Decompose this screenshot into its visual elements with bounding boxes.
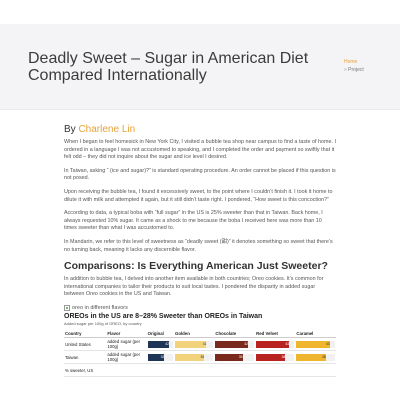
broken-image: oreo in different flavors [64, 305, 336, 312]
breadcrumb-current-label: Project [348, 67, 364, 73]
value-cell-golden: 38 [174, 350, 215, 365]
bar-red-velvet [256, 353, 286, 361]
value-cell-chocolate: 42 [214, 337, 256, 352]
author-link[interactable]: Charlene Lin [78, 124, 136, 135]
image-alt-text: oreo in different flavors [72, 304, 128, 311]
byline: By Charlene Lin [64, 124, 336, 136]
page-title: Deadly Sweet – Sugar in American Diet Co… [28, 50, 309, 84]
bar-chocolate [215, 353, 243, 361]
column-header-caramel: Caramel [295, 328, 336, 339]
data-label: 43 [285, 341, 290, 346]
data-label: 38 [200, 354, 205, 359]
breadcrumb-separator: » [344, 67, 347, 73]
bar-track: 42 [215, 340, 255, 348]
section-paragraph: In addition to bubble tea, I delved into… [64, 276, 324, 298]
chart-subtitle: Added sugar per 100g of OREO, by country [64, 320, 142, 326]
column-header-country: Country [64, 328, 107, 339]
data-label: 43 [325, 341, 330, 346]
bar-track: 43 [296, 340, 335, 348]
data-label: 38 [321, 354, 326, 359]
bar-caramel [296, 340, 330, 348]
column-header-chocolate: Chocolate [214, 328, 256, 339]
byline-prefix: By [64, 124, 76, 135]
bar-track: 38 [256, 353, 295, 361]
paragraph-1: When I began to feel homesick in New Yor… [64, 139, 336, 161]
bar-track: 43 [256, 340, 295, 348]
section-heading: Comparisons: Is Everything American Just… [64, 260, 328, 273]
data-label: 42 [244, 341, 248, 346]
flavor-cell: added sugar (per 100g) [106, 350, 147, 365]
breadcrumb: Home » Project [344, 58, 364, 74]
bar-track: 38 [296, 353, 335, 361]
paragraph-4: According to data, a typical boba with “… [64, 210, 323, 232]
paragraph-3: Upon receiving the bubble tea, I found i… [64, 188, 333, 203]
value-cell-red-velvet: 38 [255, 350, 296, 365]
data-label: 33 [160, 354, 165, 359]
flavor-cell: added sugar (per 100g) [106, 337, 147, 352]
table-row: % sweeter, US [64, 363, 336, 378]
chart-title: OREOs in the US are 8–28% Sweeter than O… [64, 312, 263, 320]
column-header-original: Original [146, 328, 175, 339]
value-cell-caramel [295, 363, 336, 378]
table-body: United States added sugar (per 100g) 42 41 4… [64, 337, 336, 378]
paragraph-5: In Mandarin, we refer to this level of s… [64, 238, 333, 253]
article-body: By Charlene Lin When I began to feel hom… [64, 124, 336, 378]
table-row: United States added sugar (per 100g) 42 41 4… [64, 337, 336, 352]
column-header-flavor: Flavor [106, 328, 147, 339]
data-label: 41 [202, 341, 207, 346]
value-cell-chocolate: 35 [214, 350, 256, 365]
site-header [0, 0, 400, 24]
bar-original [147, 353, 165, 361]
bar-track: 33 [147, 353, 174, 361]
value-cell-chocolate [214, 363, 256, 378]
flavor-cell [106, 363, 147, 378]
value-cell-original [146, 363, 175, 378]
value-cell-caramel: 38 [295, 350, 336, 365]
bar-track: 42 [147, 340, 174, 348]
paragraph-2: In Taiwan, asking “ (ice and sugar)?” is… [64, 167, 336, 182]
bar-chocolate [215, 340, 248, 348]
data-label: 38 [281, 354, 286, 359]
data-label: 35 [238, 354, 243, 359]
bar-caramel [296, 353, 326, 361]
bar-track: 41 [175, 340, 214, 348]
bar-original [147, 340, 169, 348]
bar-red-velvet [256, 340, 290, 348]
breadcrumb-current: » Project [344, 66, 364, 74]
value-cell-golden: 41 [174, 337, 215, 352]
bar-golden [175, 340, 207, 348]
value-cell-original: 42 [146, 337, 175, 352]
bar-golden [175, 353, 205, 361]
value-cell-original: 33 [146, 350, 175, 365]
comparison-table: Country Flavor Original Golden Chocolate Red … [64, 328, 336, 378]
table-row: Taiwan added sugar (per 100g) 33 38 35 38 38 [64, 350, 336, 365]
value-cell-caramel: 43 [295, 337, 336, 352]
figure: oreo in different flavors OREOs in the U… [64, 305, 336, 378]
value-cell-red-velvet: 43 [255, 337, 296, 352]
value-cell-golden [174, 363, 215, 378]
country-cell: % sweeter, US [64, 363, 107, 378]
table-header-row: Country Flavor Original Golden Chocolate Red … [64, 328, 336, 339]
bar-track: 35 [215, 353, 255, 361]
data-label: 42 [165, 341, 169, 346]
broken-image-icon [64, 305, 70, 312]
country-cell: United States [64, 337, 107, 352]
column-header-red-velvet: Red Velvet [255, 328, 296, 339]
value-cell-red-velvet [255, 363, 296, 378]
bar-track: 38 [175, 353, 214, 361]
breadcrumb-home-link[interactable]: Home [344, 59, 358, 65]
title-band: Deadly Sweet – Sugar in American Diet Co… [0, 24, 400, 110]
column-header-golden: Golden [174, 328, 215, 339]
country-cell: Taiwan [64, 350, 107, 365]
